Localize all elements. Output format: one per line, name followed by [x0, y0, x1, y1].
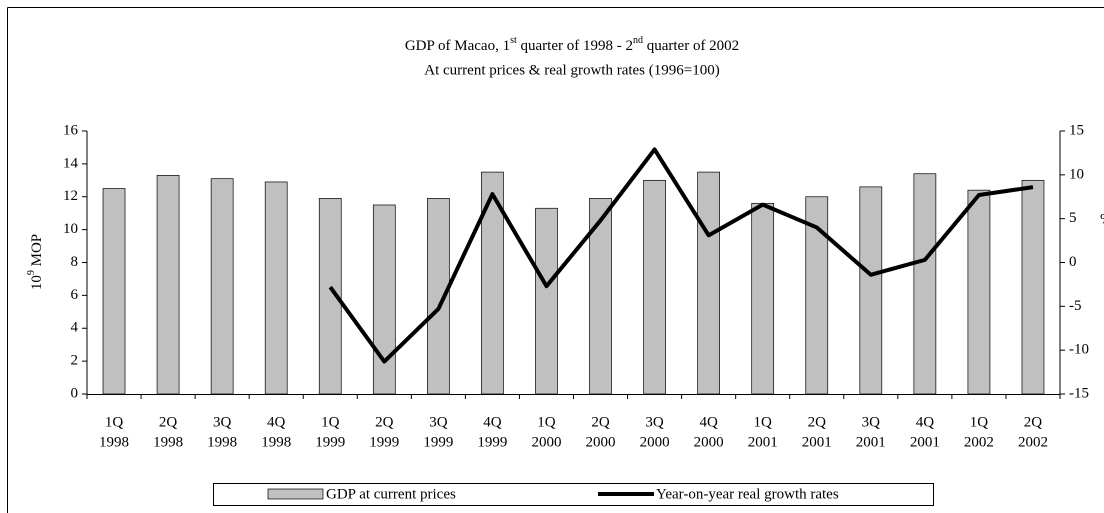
y-tick-label: 12	[63, 188, 78, 204]
legend	[213, 483, 934, 506]
x-tick-label: 2Q	[808, 414, 827, 430]
x-tick-label: 1998	[261, 434, 291, 450]
y-axis-label: 109 MOP	[26, 234, 45, 290]
x-tick-label: 3Q	[429, 414, 448, 430]
x-tick-label: 2002	[964, 434, 994, 450]
bar	[372, 204, 396, 395]
x-tick-label: 1998	[99, 434, 129, 450]
y2-axis-label: %	[1100, 211, 1104, 227]
bar	[1021, 179, 1045, 395]
bar	[427, 198, 450, 395]
y2-tick-label: 5	[1069, 210, 1077, 226]
y2-tick-label: 10	[1069, 166, 1084, 182]
y-tick-label: 8	[71, 254, 79, 270]
x-tick-label: 2001	[910, 434, 940, 450]
x-tick-label: 4Q	[267, 414, 286, 430]
legend-swatch	[267, 488, 324, 500]
legend-label: GDP at current prices	[326, 486, 456, 502]
x-tick-label: 1Q	[537, 414, 556, 430]
y-tick-label: 2	[71, 353, 79, 369]
y-tick-label: 10	[63, 221, 78, 237]
bar	[805, 196, 829, 395]
y2-tick-label: -5	[1069, 298, 1082, 314]
x-tick-label: 2Q	[591, 414, 610, 430]
y2-tick-label: 15	[1069, 122, 1084, 138]
bar	[697, 171, 720, 395]
x-tick-label: 2001	[802, 434, 832, 450]
bar	[535, 207, 558, 395]
bar	[481, 171, 504, 395]
x-tick-label: 4Q	[916, 414, 935, 430]
bar	[318, 198, 342, 395]
legend-label: Year-on-year real growth rates	[656, 486, 839, 502]
y-tick-label: 0	[71, 385, 79, 401]
bar	[102, 188, 126, 395]
line	[328, 147, 1034, 364]
y-tick-label: 4	[71, 320, 79, 336]
x-tick-label: 1998	[153, 434, 183, 450]
bar	[210, 178, 234, 395]
bar	[967, 189, 991, 395]
x-tick-label: 2Q	[1024, 414, 1043, 430]
y-tick-label: 16	[63, 122, 79, 138]
y-tick-label: 6	[71, 287, 79, 303]
x-tick-label: 3Q	[645, 414, 664, 430]
bar	[643, 179, 666, 395]
bar	[264, 181, 288, 395]
bar	[589, 198, 612, 395]
x-tick-label: 4Q	[699, 414, 718, 430]
bar	[751, 202, 775, 395]
chart-title: GDP of Macao, 1st quarter of 1998 - 2nd …	[405, 35, 739, 54]
chart-subtitle: At current prices & real growth rates (1…	[424, 62, 719, 78]
x-tick-label: 3Q	[213, 414, 232, 430]
x-tick-label: 4Q	[483, 414, 502, 430]
x-tick-label: 1Q	[970, 414, 989, 430]
x-tick-label: 3Q	[862, 414, 881, 430]
x-tick-label: 1Q	[754, 414, 773, 430]
x-tick-label: 2001	[856, 434, 886, 450]
y-tick-label: 14	[63, 155, 79, 171]
y2-tick-label: 0	[1069, 254, 1077, 270]
bar	[859, 186, 883, 395]
x-tick-label: 2000	[640, 434, 670, 450]
bar	[913, 173, 937, 395]
x-tick-label: 2000	[694, 434, 724, 450]
x-tick-label: 1998	[207, 434, 237, 450]
y2-tick-label: -10	[1069, 342, 1089, 358]
bar	[156, 175, 180, 395]
x-tick-label: 1999	[369, 434, 399, 450]
x-tick-label: 2000	[531, 434, 561, 450]
x-tick-label: 1Q	[321, 414, 340, 430]
x-tick-label: 2Q	[375, 414, 394, 430]
y2-tick-label: -15	[1069, 385, 1089, 401]
x-tick-label: 1Q	[105, 414, 124, 430]
x-tick-label: 1999	[315, 434, 345, 450]
x-tick-label: 2Q	[159, 414, 178, 430]
x-tick-label: 1999	[477, 434, 507, 450]
x-tick-label: 2000	[586, 434, 616, 450]
x-tick-label: 2001	[748, 434, 778, 450]
x-tick-label: 1999	[423, 434, 453, 450]
x-tick-label: 2002	[1018, 434, 1048, 450]
